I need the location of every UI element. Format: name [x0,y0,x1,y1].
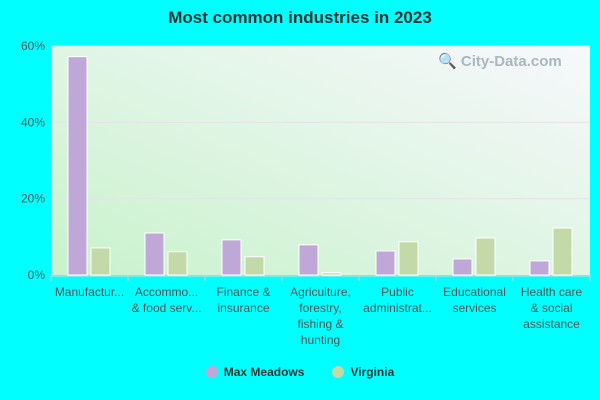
bar-virginia [321,272,342,276]
bar-virginia [90,247,111,276]
x-category-label: Public administrat... [363,285,432,315]
magnifier-icon: 🔍 [438,53,457,70]
x-label-line: Agriculture, [290,285,351,299]
plot-area [51,46,590,275]
x-label-line: administrat... [363,301,432,315]
x-label-line: Manufactur... [55,285,124,299]
legend-swatch [332,366,345,378]
x-label-line: hunting [301,333,340,347]
watermark: 🔍 City-Data.com [438,52,562,70]
x-label-line: assistance [523,317,580,331]
x-label-line: & food serv... [132,301,202,315]
x-label-line: Health care [521,285,583,299]
x-category-label: Manufactur... [55,285,124,299]
y-tick-label: 0% [28,268,46,282]
bar-max-meadows [529,260,550,276]
bar-virginia [398,241,419,276]
x-label-line: & social [530,301,572,315]
bar-max-meadows [221,239,242,276]
legend-item: Max Meadows [205,365,305,379]
watermark-text: City-Data.com [460,53,562,70]
x-label-line: services [452,301,496,315]
x-category-label: Accommo... & food serv... [132,285,202,315]
x-label-line: Accommo... [135,285,198,299]
y-tick-label: 60% [21,39,45,53]
bar-virginia [475,237,496,276]
x-category-label: Finance & insurance [216,285,270,315]
legend-item: Virginia [332,365,394,379]
bar-virginia [167,251,188,276]
x-category-label: Agriculture, forestry, fishing & hunting [290,285,351,347]
legend: Max Meadows Virginia [0,365,600,379]
bar-max-meadows [298,244,319,276]
x-label-line: insurance [217,301,269,315]
bar-max-meadows [67,56,88,276]
chart-title: Most common industries in 2023 [168,8,432,27]
x-label-line: Finance & [216,285,270,299]
x-category-label: Educational services [443,285,506,315]
x-label-line: Educational [443,285,506,299]
legend-label: Max Meadows [223,365,305,379]
bar-max-meadows [375,250,396,276]
y-tick-label: 40% [21,115,45,129]
bar-virginia [552,227,573,276]
x-category-label: Health care & social assistance [521,285,583,331]
legend-label: Virginia [350,365,395,379]
x-label-line: forestry, [299,301,341,315]
legend-swatch [205,366,218,378]
bar-max-meadows [144,232,165,276]
bar-virginia [244,256,265,276]
y-tick-label: 20% [21,192,45,206]
x-label-line: Public [381,285,414,299]
x-label-line: fishing & [297,317,343,331]
bar-max-meadows [452,258,473,276]
